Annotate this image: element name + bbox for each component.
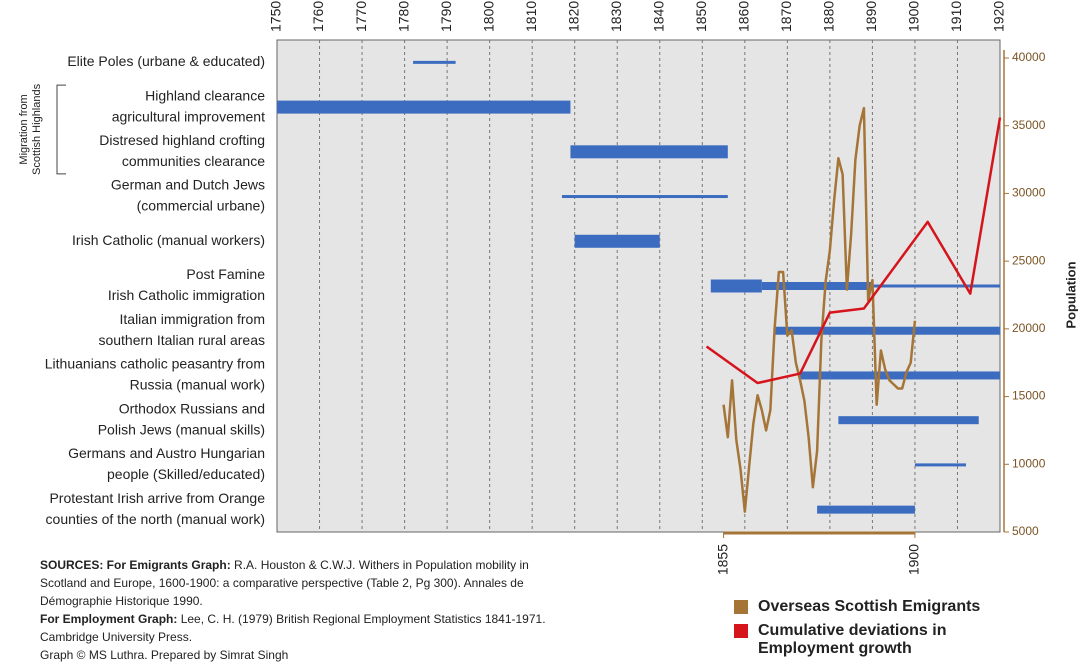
range-bar [574,234,660,248]
row-label: Italian immigration from [120,311,266,327]
y2-tick-label: 15000 [1012,389,1046,403]
range-bar [914,463,966,467]
series-line [722,106,917,513]
x-tick-label: 1870 [778,1,794,32]
y2-tick-label: 35000 [1012,118,1046,132]
y2-tick-label: 10000 [1012,456,1046,470]
source-text: R.A. Houston & C.W.J. Withers in Populat… [40,558,529,608]
x2-tick-label: 1855 [714,544,730,575]
source-head: SOURCES: For Emigrants Graph: [40,558,231,572]
row-label: Russia (manual work) [130,377,265,393]
legend-label: Overseas Scottish Emigrants [758,598,981,615]
x-tick-label: 1860 [736,1,752,32]
x-tick-label: 1840 [650,1,666,32]
row-label: counties of the north (manual work) [46,511,265,527]
group-bracket [56,84,66,175]
x-tick-label: 1820 [565,1,581,32]
range-bar [413,60,456,64]
emigrants-source: SOURCES: For Emigrants Graph: R.A. Houst… [40,556,550,610]
range-bar [761,282,873,290]
x-tick-label: 1800 [480,1,496,32]
x-tick-label: 1770 [353,1,369,32]
row-label: Post Famine [186,266,265,282]
row-label: Irish Catholic (manual workers) [72,232,265,248]
row-label: people (Skilled/educated) [107,466,265,482]
x-tick-label: 1890 [863,1,879,32]
legend: Overseas Scottish Emigrants Cumulative de… [734,598,994,664]
series-line [705,117,1002,385]
employment-source: For Employment Graph: Lee, C. H. (1979) … [40,610,550,646]
y2-axis-label: Population [1063,261,1078,328]
range-bar [800,371,1000,380]
x-tick-label: 1810 [523,1,539,32]
row-label: Lithuanians catholic peasantry from [45,356,265,372]
x2-tick-label: 1900 [906,544,922,575]
y2-tick-label: 25000 [1012,253,1046,267]
y2-tick-label: 30000 [1012,186,1046,200]
x-tick-label: 1880 [821,1,837,32]
group-label: Migration from [18,94,30,164]
x-tick-label: 1900 [906,1,922,32]
range-bar [277,100,571,114]
source-head: For Employment Graph: [40,612,178,626]
x-tick-label: 1760 [310,1,326,32]
x-tick-label: 1790 [438,1,454,32]
range-bar [570,145,728,159]
range-bar [838,416,979,425]
row-label: Orthodox Russians and [119,400,265,416]
y2-tick-label: 40000 [1012,50,1046,64]
x-tick-label: 1910 [948,1,964,32]
legend-item: Cumulative deviations in Employment grow… [734,622,994,658]
row-label: Polish Jews (manual skills) [98,421,265,437]
x-tick-label: 1750 [268,1,284,32]
row-label: southern Italian rural areas [98,332,265,348]
row-label: Elite Poles (urbane & educated) [67,53,265,69]
x-tick-label: 1920 [991,1,1007,32]
range-bar [817,505,915,514]
row-label: (commercial urbane) [137,198,265,214]
legend-item: Overseas Scottish Emigrants [734,598,994,616]
y2-tick-label: 5000 [1012,524,1039,538]
range-bar [561,195,728,199]
range-bar [872,284,1000,288]
group-label: Scottish Highlands [31,83,43,175]
range-bar [710,279,762,293]
x-tick-label: 1780 [395,1,411,32]
row-label: Distresed highland crofting [99,132,265,148]
row-label: Germans and Austro Hungarian [68,445,265,461]
range-bar [774,326,1000,335]
row-label: Highland clearance [145,87,265,103]
legend-swatch [734,624,748,638]
credit: Graph © MS Luthra. Prepared by Simrat Si… [40,648,289,662]
x-tick-label: 1850 [693,1,709,32]
row-label: Protestant Irish arrive from Orange [49,490,265,506]
row-label: communities clearance [122,153,265,169]
x-tick-label: 1830 [608,1,624,32]
row-label: Irish Catholic immigration [108,287,265,303]
y2-tick-label: 20000 [1012,321,1046,335]
sources: SOURCES: For Emigrants Graph: R.A. Houst… [40,556,550,664]
legend-label: Cumulative deviations in Employment grow… [758,622,947,657]
row-label: agricultural improvement [112,108,265,124]
row-label: German and Dutch Jews [111,177,265,193]
legend-swatch [734,600,748,614]
source-text: Lee, C. H. (1979) British Regional Emplo… [40,612,546,644]
